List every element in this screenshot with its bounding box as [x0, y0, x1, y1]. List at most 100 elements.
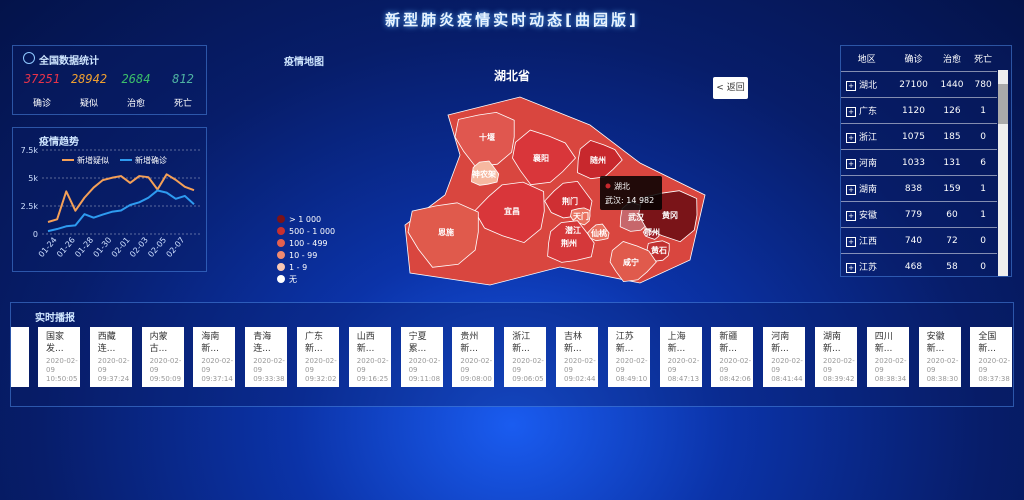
- stat-item: 28942 疑似: [64, 72, 114, 109]
- stat-label: 死亡: [173, 99, 192, 109]
- table-row: + 安徽 779 60 1: [841, 201, 997, 228]
- stat-value: 28942: [70, 72, 108, 86]
- card-date: 2020-02-09: [771, 357, 803, 374]
- card-date: 2020-02-09: [874, 357, 907, 374]
- stat-value: 2684: [121, 72, 151, 86]
- table-cell[interactable]: + 湖南: [841, 175, 893, 202]
- y-tick-label: 0: [33, 230, 38, 239]
- table-cell[interactable]: + 江苏: [841, 253, 893, 276]
- table-cell[interactable]: + 广东: [841, 97, 893, 124]
- x-tick-label: 01-30: [92, 236, 114, 260]
- expand-icon[interactable]: +: [846, 237, 856, 247]
- region-label: 咸宁: [623, 257, 639, 267]
- card-date: 2020-02-09: [460, 357, 493, 374]
- y-tick-label: 7.5k: [21, 146, 39, 155]
- region-label: 恩施: [438, 227, 454, 237]
- card-time: 08:41:44: [771, 375, 803, 383]
- card[interactable]: 江苏新... 2020-02-09 08:49:10: [607, 327, 650, 387]
- card-title: 内蒙古...: [149, 332, 168, 354]
- stat-label: 确诊: [32, 99, 51, 109]
- card-date: 2020-02-09: [408, 357, 441, 374]
- card-date: 2020-02-09: [667, 357, 700, 374]
- x-tick-label: 02-03: [128, 236, 150, 260]
- card-time: 09:16:25: [356, 375, 389, 383]
- region-label: 鄂州: [644, 227, 660, 237]
- table-cell: 58: [934, 253, 970, 276]
- card[interactable]: 全国新... 2020-02-09 08:37:38: [970, 327, 1013, 387]
- card[interactable]: 青海连... 2020-02-09 09:33:38: [245, 327, 288, 387]
- expand-icon[interactable]: +: [846, 81, 856, 91]
- table-cell: 60: [934, 201, 970, 228]
- card[interactable]: 内蒙古... 2020-02-09 09:50:09: [141, 327, 184, 387]
- card[interactable]: 国家发... 2020-02-09 10:50:05: [38, 327, 80, 387]
- region-label: 仙桃: [591, 228, 607, 238]
- card-title: 广东新...: [305, 332, 324, 354]
- card-title: 新疆新...: [719, 332, 738, 354]
- card[interactable]: 四川新... 2020-02-09 08:38:34: [866, 327, 909, 387]
- card[interactable]: 安徽新... 2020-02-09 08:38:30: [918, 327, 961, 387]
- table-cell[interactable]: + 浙江: [841, 123, 893, 150]
- header-cell: 死亡: [969, 46, 997, 72]
- scrollbar[interactable]: [998, 70, 1008, 276]
- card-time: 09:32:02: [305, 375, 337, 383]
- card[interactable]: 西藏连... 2020-02-09 09:37:24: [89, 327, 132, 387]
- card[interactable]: 新疆新... 2020-02-09 08:42:06: [711, 327, 754, 387]
- card-date: 2020-02-09: [356, 357, 389, 374]
- table-cell: 0: [969, 227, 997, 254]
- legend-swatch: [277, 215, 285, 223]
- table-cell: 1: [969, 201, 997, 228]
- table-row: + 广东 1120 126 1: [841, 97, 997, 124]
- card-date: 2020-02-09: [978, 357, 1011, 374]
- table-cell: 740: [892, 227, 935, 254]
- card[interactable]: 山西新... 2020-02-09 09:16:25: [348, 327, 391, 387]
- table-cell: 1: [969, 175, 997, 202]
- stat-item: 2684 治愈: [111, 72, 161, 109]
- expand-icon[interactable]: +: [846, 263, 856, 273]
- expand-icon[interactable]: +: [846, 185, 856, 195]
- back-button[interactable]: < 返回: [713, 77, 748, 99]
- table-panel: 地区 确诊 治愈 死亡 + 湖北 27100 1440 780 + 广东 1120 126 1 + 浙江 107…: [840, 45, 1012, 277]
- expand-icon[interactable]: +: [846, 211, 856, 221]
- card[interactable]: 上海新... 2020-02-09 08:47:13: [659, 327, 702, 387]
- table-cell[interactable]: + 江西: [841, 227, 893, 254]
- table-cell: 1120: [892, 97, 935, 124]
- card-date: 2020-02-09: [719, 357, 752, 374]
- region: [577, 139, 623, 180]
- expand-icon[interactable]: +: [846, 107, 856, 117]
- card[interactable]: 贵州新... 2020-02-09 09:08:00: [452, 327, 495, 387]
- card[interactable]: 广东新... 2020-02-09 09:32:02: [297, 327, 339, 387]
- legend-swatch: [277, 263, 285, 271]
- legend-label: 1 - 9: [289, 263, 307, 272]
- expand-icon[interactable]: +: [846, 133, 856, 143]
- card-date: 2020-02-09: [46, 357, 78, 374]
- table-cell[interactable]: + 湖北: [841, 71, 893, 98]
- card[interactable]: 海南新... 2020-02-09 09:37:14: [193, 327, 236, 387]
- card-time: 08:47:13: [667, 375, 700, 383]
- table-cell[interactable]: + 安徽: [841, 201, 893, 228]
- tooltip-text: 武汉: 14 982: [605, 195, 654, 205]
- card-date: 2020-02-09: [926, 357, 959, 374]
- panel-title: 疫情趋势: [39, 137, 79, 148]
- card[interactable]: 吉林新... 2020-02-09 09:02:44: [556, 327, 598, 387]
- card[interactable]: 湖南新... 2020-02-09 08:39:42: [815, 327, 857, 387]
- table-cell: 0: [969, 123, 997, 150]
- x-tick-label: 01-26: [55, 236, 77, 260]
- y-tick-label: 5k: [28, 174, 38, 183]
- card[interactable]: 浙江新... 2020-02-09 09:06:05: [504, 327, 547, 387]
- expand-icon[interactable]: +: [846, 159, 856, 169]
- x-tick-label: 02-07: [165, 236, 187, 260]
- table-row: + 河南 1033 131 6: [841, 149, 997, 176]
- broadcast-panel: 实时播报 国家发... 2020-02-09 10:50:05 西藏连... 2020-…: [10, 302, 1014, 407]
- card-time: 08:39:42: [823, 375, 855, 383]
- table-cell[interactable]: + 河南: [841, 149, 893, 176]
- card-title: 浙江新...: [512, 332, 531, 354]
- table-cell: 1: [969, 97, 997, 124]
- card-title: 国家发...: [46, 332, 65, 354]
- card[interactable]: 宁夏累... 2020-02-09 09:11:08: [400, 327, 443, 387]
- card[interactable]: 河南新... 2020-02-09 08:41:44: [763, 327, 806, 387]
- legend-label: 500 - 1 000: [289, 227, 335, 236]
- card-time: 09:02:44: [564, 375, 596, 383]
- legend-label: 无: [289, 275, 297, 284]
- card-date: 2020-02-09: [149, 357, 182, 374]
